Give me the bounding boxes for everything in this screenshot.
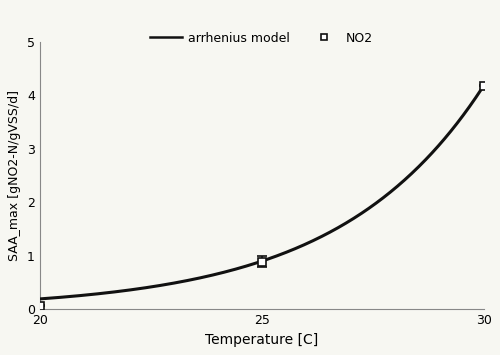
X-axis label: Temperature [C]: Temperature [C]: [205, 333, 318, 347]
Y-axis label: SAA_max [gNO2-N/gVSS/d]: SAA_max [gNO2-N/gVSS/d]: [8, 90, 22, 261]
Legend: arrhenius model, NO2: arrhenius model, NO2: [146, 27, 378, 50]
